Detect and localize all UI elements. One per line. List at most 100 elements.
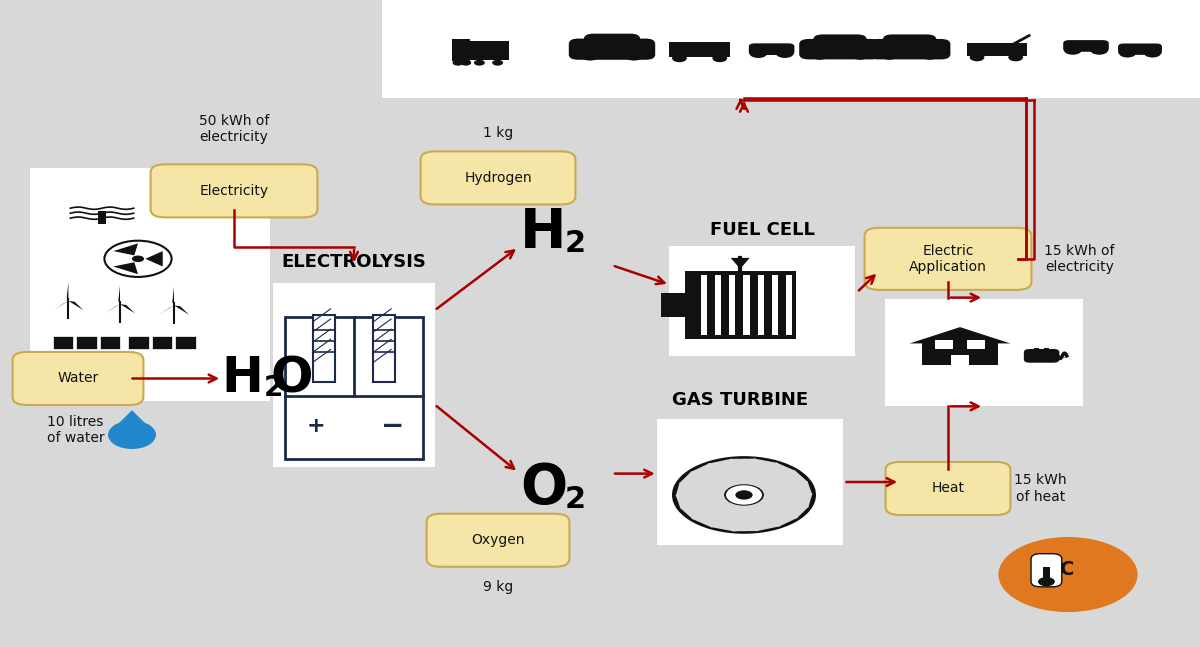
FancyBboxPatch shape (1031, 554, 1062, 587)
Polygon shape (746, 459, 778, 485)
Text: O: O (270, 355, 313, 402)
FancyBboxPatch shape (1034, 347, 1039, 352)
Circle shape (672, 54, 686, 62)
Text: 15 kWh of
electricity: 15 kWh of electricity (1044, 244, 1115, 274)
Text: Oxygen: Oxygen (472, 533, 524, 547)
Circle shape (1008, 53, 1024, 61)
FancyBboxPatch shape (584, 34, 640, 52)
Circle shape (1118, 48, 1136, 58)
FancyBboxPatch shape (1118, 43, 1162, 55)
FancyBboxPatch shape (864, 228, 1032, 290)
FancyBboxPatch shape (98, 211, 106, 224)
FancyBboxPatch shape (30, 168, 270, 401)
Text: ELECTROLYSIS: ELECTROLYSIS (282, 253, 426, 271)
FancyBboxPatch shape (950, 355, 970, 365)
Polygon shape (113, 243, 138, 256)
Circle shape (461, 60, 472, 65)
FancyBboxPatch shape (128, 336, 149, 349)
Text: Electricity: Electricity (199, 184, 269, 198)
Polygon shape (730, 459, 756, 485)
FancyBboxPatch shape (658, 419, 842, 545)
FancyBboxPatch shape (661, 293, 690, 317)
FancyBboxPatch shape (967, 43, 1027, 56)
Circle shape (452, 60, 463, 65)
FancyBboxPatch shape (814, 34, 866, 52)
Polygon shape (758, 470, 809, 491)
Circle shape (1144, 48, 1162, 58)
Polygon shape (113, 262, 138, 274)
Polygon shape (120, 304, 134, 313)
Circle shape (713, 54, 727, 62)
Polygon shape (119, 285, 120, 304)
Circle shape (1038, 577, 1055, 586)
Text: 2: 2 (564, 230, 586, 258)
Text: Electric
Application: Electric Application (910, 244, 986, 274)
Polygon shape (679, 471, 728, 492)
Polygon shape (174, 305, 188, 314)
Text: GAS TURBINE: GAS TURBINE (672, 391, 809, 409)
Circle shape (1090, 45, 1109, 55)
Text: 1 kg: 1 kg (482, 126, 514, 140)
Circle shape (775, 48, 794, 58)
Circle shape (474, 60, 485, 65)
Text: +: + (306, 416, 325, 436)
Text: 9 kg: 9 kg (482, 580, 514, 595)
Polygon shape (54, 301, 68, 310)
Circle shape (624, 50, 643, 61)
FancyBboxPatch shape (274, 283, 436, 467)
FancyBboxPatch shape (452, 39, 470, 61)
FancyBboxPatch shape (701, 276, 707, 335)
Circle shape (811, 50, 828, 60)
Polygon shape (67, 282, 68, 301)
Text: 50 kWh of
electricity: 50 kWh of electricity (199, 115, 269, 144)
Text: H: H (222, 355, 263, 402)
Text: O: O (520, 461, 568, 516)
FancyBboxPatch shape (1043, 567, 1050, 580)
FancyBboxPatch shape (869, 39, 950, 60)
Polygon shape (106, 304, 120, 313)
FancyBboxPatch shape (1024, 349, 1060, 363)
FancyBboxPatch shape (175, 336, 196, 349)
FancyBboxPatch shape (151, 164, 318, 217)
Circle shape (492, 60, 503, 65)
Circle shape (749, 48, 768, 58)
Ellipse shape (108, 421, 156, 449)
FancyBboxPatch shape (922, 343, 997, 365)
FancyBboxPatch shape (470, 41, 509, 60)
Polygon shape (754, 501, 798, 527)
FancyBboxPatch shape (1044, 347, 1049, 352)
FancyBboxPatch shape (569, 39, 655, 60)
Circle shape (726, 485, 762, 505)
FancyBboxPatch shape (670, 246, 854, 356)
FancyBboxPatch shape (373, 315, 395, 382)
Polygon shape (732, 505, 758, 531)
Polygon shape (676, 495, 725, 509)
FancyBboxPatch shape (382, 0, 1200, 98)
Circle shape (132, 256, 144, 262)
Text: 2: 2 (264, 374, 283, 402)
Polygon shape (754, 463, 797, 488)
Polygon shape (676, 483, 725, 496)
FancyBboxPatch shape (313, 315, 335, 382)
Text: Hydrogen: Hydrogen (464, 171, 532, 185)
Circle shape (998, 537, 1138, 612)
Polygon shape (118, 410, 146, 424)
FancyBboxPatch shape (685, 271, 796, 339)
Text: Water: Water (58, 371, 98, 386)
FancyBboxPatch shape (884, 299, 1084, 406)
FancyBboxPatch shape (883, 34, 936, 52)
Circle shape (581, 50, 600, 61)
FancyBboxPatch shape (772, 276, 778, 335)
Polygon shape (910, 327, 1010, 344)
FancyBboxPatch shape (53, 336, 73, 349)
Polygon shape (763, 494, 812, 507)
Polygon shape (708, 459, 740, 486)
Polygon shape (748, 504, 780, 531)
Circle shape (736, 490, 752, 499)
FancyBboxPatch shape (12, 352, 144, 405)
Polygon shape (145, 251, 163, 267)
Circle shape (852, 50, 869, 60)
FancyBboxPatch shape (786, 276, 792, 335)
Circle shape (970, 53, 984, 61)
Polygon shape (690, 463, 734, 488)
